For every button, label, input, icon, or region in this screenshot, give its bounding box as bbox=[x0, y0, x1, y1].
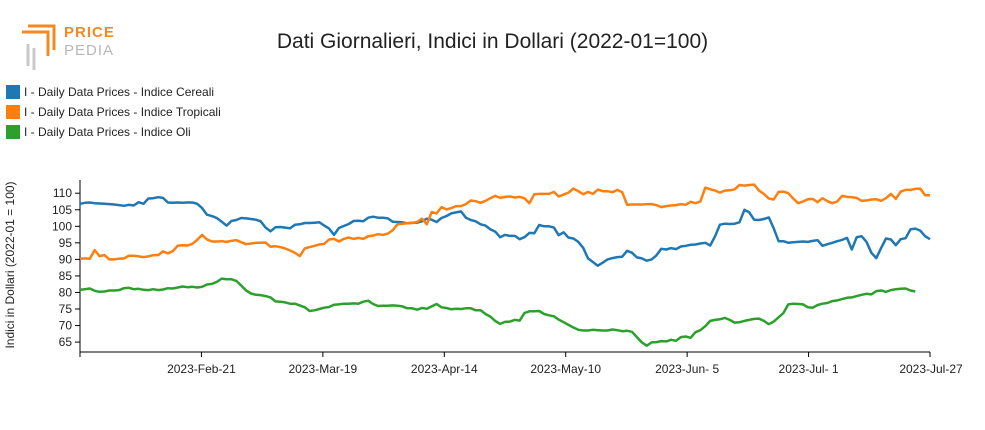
y-tick-label: 90 bbox=[59, 252, 73, 266]
legend-item-oli[interactable]: I - Daily Data Prices - Indice Oli bbox=[6, 122, 221, 142]
y-tick-label: 95 bbox=[59, 236, 73, 250]
legend-label: I - Daily Data Prices - Indice Cereali bbox=[24, 85, 215, 99]
series-line-1 bbox=[79, 195, 931, 267]
legend-swatch-orange bbox=[6, 105, 20, 119]
y-tick-label: 75 bbox=[59, 302, 73, 316]
y-tick-label: 70 bbox=[59, 319, 73, 333]
x-tick-label: 2023-Mar-19 bbox=[289, 362, 358, 376]
legend-label: I - Daily Data Prices - Indice Oli bbox=[24, 125, 191, 139]
logo-text-bottom: PEDIA bbox=[64, 42, 115, 59]
chart-legend: I - Daily Data Prices - Indice Cereali I… bbox=[6, 82, 221, 142]
series-line-2 bbox=[79, 183, 930, 261]
y-tick-label: 105 bbox=[52, 203, 72, 217]
x-tick-label: 2023-Jul-27 bbox=[899, 362, 963, 376]
chart-title: Dati Giornalieri, Indici in Dollari (202… bbox=[276, 30, 709, 53]
x-tick-label: 2023-May-10 bbox=[530, 362, 601, 376]
y-tick-label: 85 bbox=[59, 269, 73, 283]
x-tick-label: 2023-Apr-14 bbox=[411, 362, 478, 376]
series-lines bbox=[79, 183, 931, 347]
y-tick-label: 80 bbox=[59, 285, 73, 299]
y-axis-label: Indici in Dollari (2022-01 = 100) bbox=[3, 181, 17, 348]
pricepedia-logo: PRICE PEDIA bbox=[18, 22, 128, 74]
y-tick-label: 110 bbox=[53, 186, 72, 200]
x-axis: 2023-Feb-21 2023-Mar-19 2023-Apr-14 2023-Ma… bbox=[79, 351, 963, 376]
legend-label: I - Daily Data Prices - Indice Tropicali bbox=[24, 105, 221, 119]
x-tick-label: 2023-Jul- 1 bbox=[779, 362, 839, 376]
legend-item-cereali[interactable]: I - Daily Data Prices - Indice Cereali bbox=[6, 82, 221, 102]
series-line-3 bbox=[79, 277, 916, 347]
x-tick-label: 2023-Jun- 5 bbox=[655, 362, 719, 376]
legend-swatch-green bbox=[6, 125, 20, 139]
pricepedia-logo-mark bbox=[22, 24, 56, 70]
logo-text-top: PRICE bbox=[64, 24, 115, 41]
x-tick-label: 2023-Feb-21 bbox=[167, 362, 236, 376]
legend-swatch-blue bbox=[6, 85, 20, 99]
legend-item-tropicali[interactable]: I - Daily Data Prices - Indice Tropicali bbox=[6, 102, 221, 122]
y-axis: 65 70 75 80 85 90 95 100 105 110 bbox=[52, 180, 81, 352]
y-tick-label: 65 bbox=[59, 335, 73, 349]
y-tick-label: 100 bbox=[52, 219, 72, 233]
